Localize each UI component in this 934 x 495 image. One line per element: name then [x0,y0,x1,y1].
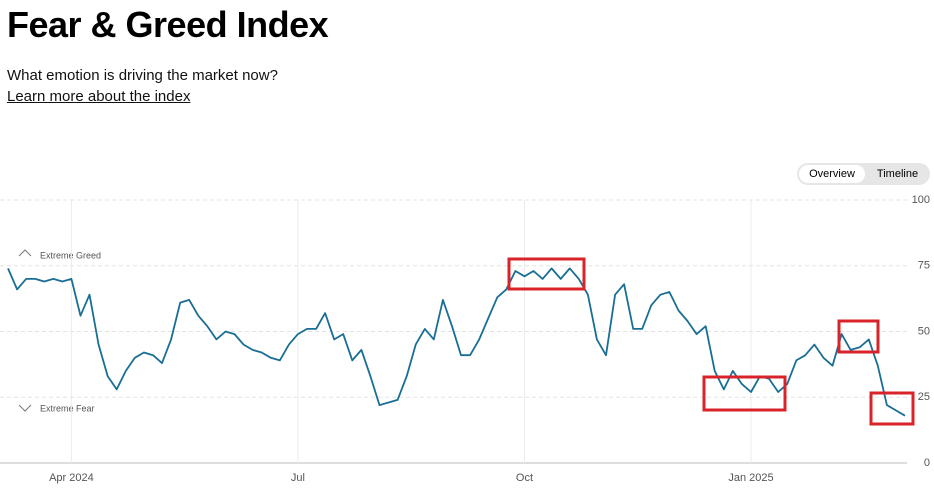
highlight-box [837,319,880,354]
y-tick-label: 25 [918,391,930,403]
highlight-box [507,257,586,291]
index-line [7,267,906,417]
tab[interactable]: Timeline [876,168,919,180]
y-tick-label: 0 [924,457,930,469]
y-tick-label: 100 [912,194,930,206]
view-toggle: Overview Timeline [797,163,930,185]
y-tick-label: 75 [918,260,930,272]
learn-more-link[interactable]: Learn more about the index [7,88,191,105]
tab[interactable]: Overview [799,165,865,183]
x-tick-label: Oct [516,472,533,484]
fear-arrow [18,404,32,412]
annotation: Extreme Greed [40,250,101,260]
highlight-box [702,375,787,412]
annotation: Extreme Fear [40,403,95,413]
highlight-box [869,391,915,426]
x-tick-label: Jan 2025 [728,472,773,484]
greed-arrow [18,249,32,257]
x-tick-label: Jul [291,472,305,484]
y-tick-label: 50 [918,325,930,337]
x-tick-label: Apr 2024 [49,472,94,484]
highlights [507,257,915,426]
subtitle: What emotion is driving the market now? [7,67,278,84]
page-title: Fear & Greed Index [7,4,329,45]
